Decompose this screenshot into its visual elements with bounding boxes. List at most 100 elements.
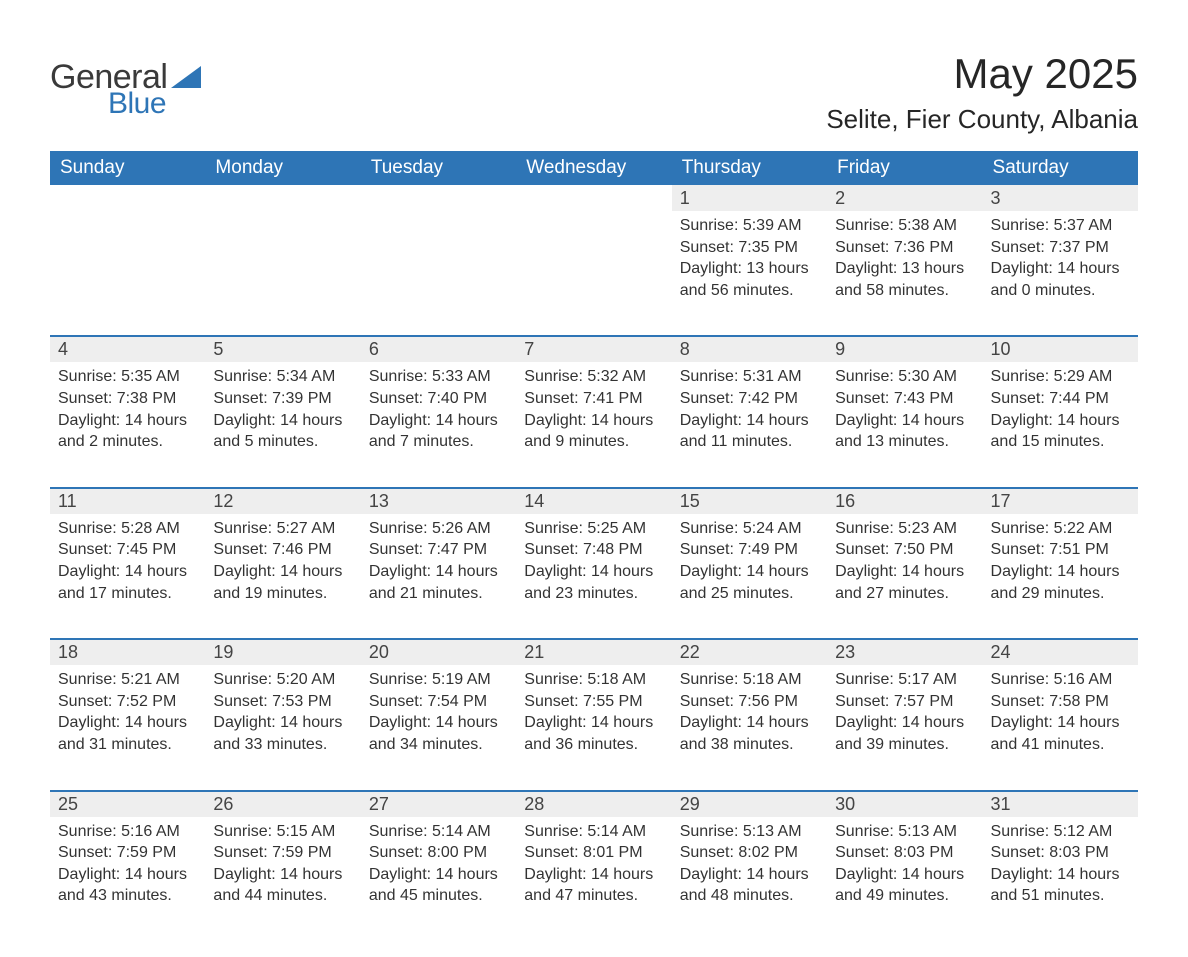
sunrise-line: Sunrise: 5:14 AM <box>369 821 508 843</box>
logo: General Blue <box>50 58 201 121</box>
day-number: 26 <box>205 791 360 817</box>
day-cell: Sunrise: 5:13 AMSunset: 8:02 PMDaylight:… <box>672 817 827 917</box>
day-number: 27 <box>361 791 516 817</box>
header: General Blue May 2025 Selite, Fier Count… <box>50 50 1138 147</box>
daylight-line: Daylight: 14 hours and 36 minutes. <box>524 712 663 755</box>
sunset-line: Sunset: 7:51 PM <box>991 539 1130 561</box>
sunset-line: Sunset: 8:00 PM <box>369 842 508 864</box>
sunrise-line: Sunrise: 5:25 AM <box>524 518 663 540</box>
day-content-row: Sunrise: 5:35 AMSunset: 7:38 PMDaylight:… <box>50 362 1138 487</box>
sunrise-line: Sunrise: 5:21 AM <box>58 669 197 691</box>
sunrise-line: Sunrise: 5:39 AM <box>680 215 819 237</box>
daylight-line: Daylight: 14 hours and 9 minutes. <box>524 410 663 453</box>
day-cell: Sunrise: 5:16 AMSunset: 7:59 PMDaylight:… <box>50 817 205 917</box>
day-number: 13 <box>361 488 516 514</box>
daylight-line: Daylight: 14 hours and 7 minutes. <box>369 410 508 453</box>
day-number: 31 <box>983 791 1138 817</box>
daylight-line: Daylight: 14 hours and 15 minutes. <box>991 410 1130 453</box>
daylight-line: Daylight: 14 hours and 11 minutes. <box>680 410 819 453</box>
day-number: 9 <box>827 336 982 362</box>
day-number <box>361 185 516 211</box>
sunrise-line: Sunrise: 5:16 AM <box>991 669 1130 691</box>
sunrise-line: Sunrise: 5:31 AM <box>680 366 819 388</box>
day-cell: Sunrise: 5:14 AMSunset: 8:01 PMDaylight:… <box>516 817 671 917</box>
day-cell: Sunrise: 5:37 AMSunset: 7:37 PMDaylight:… <box>983 211 1138 336</box>
sunset-line: Sunset: 7:39 PM <box>213 388 352 410</box>
logo-text-blue: Blue <box>108 87 166 121</box>
dow-monday: Monday <box>205 151 360 185</box>
sunset-line: Sunset: 7:59 PM <box>213 842 352 864</box>
daylight-line: Daylight: 14 hours and 25 minutes. <box>680 561 819 604</box>
day-cell: Sunrise: 5:30 AMSunset: 7:43 PMDaylight:… <box>827 362 982 487</box>
daylight-line: Daylight: 14 hours and 41 minutes. <box>991 712 1130 755</box>
day-cell: Sunrise: 5:12 AMSunset: 8:03 PMDaylight:… <box>983 817 1138 917</box>
sunset-line: Sunset: 7:45 PM <box>58 539 197 561</box>
day-number: 17 <box>983 488 1138 514</box>
day-number-row: 18192021222324 <box>50 639 1138 665</box>
day-number: 4 <box>50 336 205 362</box>
day-number <box>50 185 205 211</box>
sunset-line: Sunset: 7:42 PM <box>680 388 819 410</box>
day-number: 29 <box>672 791 827 817</box>
sunrise-line: Sunrise: 5:38 AM <box>835 215 974 237</box>
sunset-line: Sunset: 7:57 PM <box>835 691 974 713</box>
title-block: May 2025 Selite, Fier County, Albania <box>826 50 1138 147</box>
day-number: 14 <box>516 488 671 514</box>
sunrise-line: Sunrise: 5:18 AM <box>524 669 663 691</box>
sunset-line: Sunset: 7:59 PM <box>58 842 197 864</box>
daylight-line: Daylight: 14 hours and 38 minutes. <box>680 712 819 755</box>
day-cell: Sunrise: 5:29 AMSunset: 7:44 PMDaylight:… <box>983 362 1138 487</box>
day-cell: Sunrise: 5:34 AMSunset: 7:39 PMDaylight:… <box>205 362 360 487</box>
sunset-line: Sunset: 7:41 PM <box>524 388 663 410</box>
sunset-line: Sunset: 7:49 PM <box>680 539 819 561</box>
day-number: 7 <box>516 336 671 362</box>
sunrise-line: Sunrise: 5:37 AM <box>991 215 1130 237</box>
sunset-line: Sunset: 7:56 PM <box>680 691 819 713</box>
daylight-line: Daylight: 14 hours and 2 minutes. <box>58 410 197 453</box>
day-number: 28 <box>516 791 671 817</box>
location: Selite, Fier County, Albania <box>826 104 1138 135</box>
sunrise-line: Sunrise: 5:24 AM <box>680 518 819 540</box>
daylight-line: Daylight: 14 hours and 5 minutes. <box>213 410 352 453</box>
sunrise-line: Sunrise: 5:28 AM <box>58 518 197 540</box>
sunrise-line: Sunrise: 5:34 AM <box>213 366 352 388</box>
sunrise-line: Sunrise: 5:27 AM <box>213 518 352 540</box>
day-content-row: Sunrise: 5:16 AMSunset: 7:59 PMDaylight:… <box>50 817 1138 917</box>
day-cell: Sunrise: 5:13 AMSunset: 8:03 PMDaylight:… <box>827 817 982 917</box>
day-of-week-row: Sunday Monday Tuesday Wednesday Thursday… <box>50 151 1138 185</box>
day-cell: Sunrise: 5:15 AMSunset: 7:59 PMDaylight:… <box>205 817 360 917</box>
dow-wednesday: Wednesday <box>516 151 671 185</box>
sunset-line: Sunset: 7:37 PM <box>991 237 1130 259</box>
day-cell: Sunrise: 5:38 AMSunset: 7:36 PMDaylight:… <box>827 211 982 336</box>
sunset-line: Sunset: 7:48 PM <box>524 539 663 561</box>
sunrise-line: Sunrise: 5:12 AM <box>991 821 1130 843</box>
day-number: 5 <box>205 336 360 362</box>
day-number: 21 <box>516 639 671 665</box>
day-cell: Sunrise: 5:32 AMSunset: 7:41 PMDaylight:… <box>516 362 671 487</box>
day-cell: Sunrise: 5:31 AMSunset: 7:42 PMDaylight:… <box>672 362 827 487</box>
daylight-line: Daylight: 14 hours and 39 minutes. <box>835 712 974 755</box>
day-number: 25 <box>50 791 205 817</box>
day-cell: Sunrise: 5:28 AMSunset: 7:45 PMDaylight:… <box>50 514 205 639</box>
daylight-line: Daylight: 14 hours and 31 minutes. <box>58 712 197 755</box>
calendar-page: General Blue May 2025 Selite, Fier Count… <box>0 0 1188 957</box>
dow-tuesday: Tuesday <box>361 151 516 185</box>
day-number: 23 <box>827 639 982 665</box>
sunset-line: Sunset: 7:40 PM <box>369 388 508 410</box>
sunrise-line: Sunrise: 5:30 AM <box>835 366 974 388</box>
daylight-line: Daylight: 14 hours and 17 minutes. <box>58 561 197 604</box>
sunrise-line: Sunrise: 5:23 AM <box>835 518 974 540</box>
daylight-line: Daylight: 14 hours and 27 minutes. <box>835 561 974 604</box>
sunrise-line: Sunrise: 5:18 AM <box>680 669 819 691</box>
sunrise-line: Sunrise: 5:13 AM <box>680 821 819 843</box>
day-number: 19 <box>205 639 360 665</box>
daylight-line: Daylight: 14 hours and 44 minutes. <box>213 864 352 907</box>
sunset-line: Sunset: 7:47 PM <box>369 539 508 561</box>
sunset-line: Sunset: 8:03 PM <box>991 842 1130 864</box>
sunset-line: Sunset: 7:35 PM <box>680 237 819 259</box>
dow-friday: Friday <box>827 151 982 185</box>
day-number: 24 <box>983 639 1138 665</box>
day-content-row: Sunrise: 5:39 AMSunset: 7:35 PMDaylight:… <box>50 211 1138 336</box>
sunset-line: Sunset: 7:52 PM <box>58 691 197 713</box>
day-number <box>205 185 360 211</box>
